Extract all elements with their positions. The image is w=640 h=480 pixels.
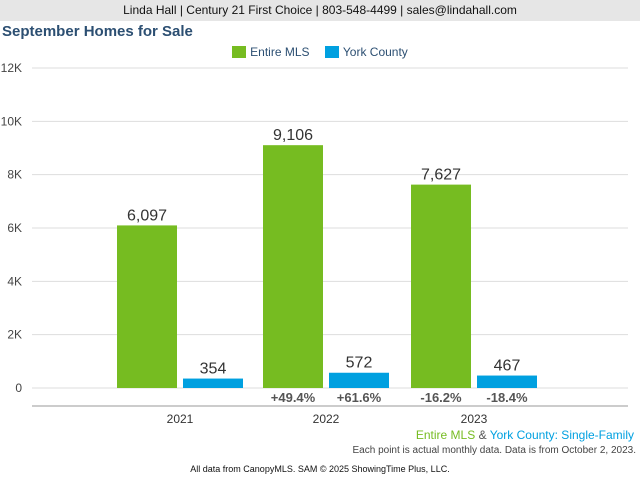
chart-title: September Homes for Sale xyxy=(2,23,193,40)
bar-value-label: 354 xyxy=(200,361,227,378)
bar-value-label: 572 xyxy=(346,355,373,372)
y-tick-label: 6K xyxy=(7,221,22,235)
bar-york-county xyxy=(183,378,243,388)
x-tick-label: 2021 xyxy=(167,412,194,426)
caption-entire-mls: Entire MLS xyxy=(415,428,476,442)
legend-swatch-entire-mls xyxy=(232,46,247,58)
bar-value-label: 9,106 xyxy=(273,127,313,144)
legend-item-entire-mls[interactable]: Entire MLS xyxy=(232,45,310,59)
legend-swatch-york-county xyxy=(324,46,339,58)
change-label: +49.4% xyxy=(271,390,316,405)
y-tick-label: 4K xyxy=(7,274,22,288)
y-tick-label: 12K xyxy=(1,61,22,75)
contact-text: Linda Hall | Century 21 First Choice | 8… xyxy=(123,3,517,17)
x-tick-label: 2022 xyxy=(313,412,340,426)
x-tick-label: 2023 xyxy=(461,412,488,426)
change-label: +61.6% xyxy=(337,390,382,405)
bar-value-label: 7,627 xyxy=(421,167,461,184)
legend-item-york-county[interactable]: York County xyxy=(324,45,408,59)
data-note: Each point is actual monthly data. Data … xyxy=(352,445,636,456)
bar-entire-mls xyxy=(263,145,323,388)
bar-value-label: 467 xyxy=(494,358,521,375)
change-label: -18.4% xyxy=(486,390,528,405)
legend-label-york-county: York County xyxy=(342,45,408,59)
source-credit: All data from CanopyMLS. SAM © 2025 Show… xyxy=(190,464,450,474)
y-tick-label: 10K xyxy=(1,114,22,128)
y-tick-label: 2K xyxy=(7,328,22,342)
y-tick-label: 8K xyxy=(7,168,22,182)
y-tick-label: 0 xyxy=(15,381,22,395)
series-caption: Entire MLS & York County: Single-Family xyxy=(416,428,634,442)
contact-header: Linda Hall | Century 21 First Choice | 8… xyxy=(0,0,640,21)
caption-york-county: York County xyxy=(489,428,555,442)
bar-york-county xyxy=(329,372,389,388)
bar-value-label: 6,097 xyxy=(127,207,167,224)
caption-property-type: : Single-Family xyxy=(554,428,634,442)
legend-label-entire-mls: Entire MLS xyxy=(250,45,310,59)
bar-entire-mls xyxy=(411,184,471,388)
bar-entire-mls xyxy=(117,225,177,388)
caption-ampersand: & xyxy=(475,428,490,442)
bar-york-county xyxy=(477,375,537,388)
chart-legend: Entire MLS York County xyxy=(0,45,640,61)
change-label: -16.2% xyxy=(420,390,462,405)
